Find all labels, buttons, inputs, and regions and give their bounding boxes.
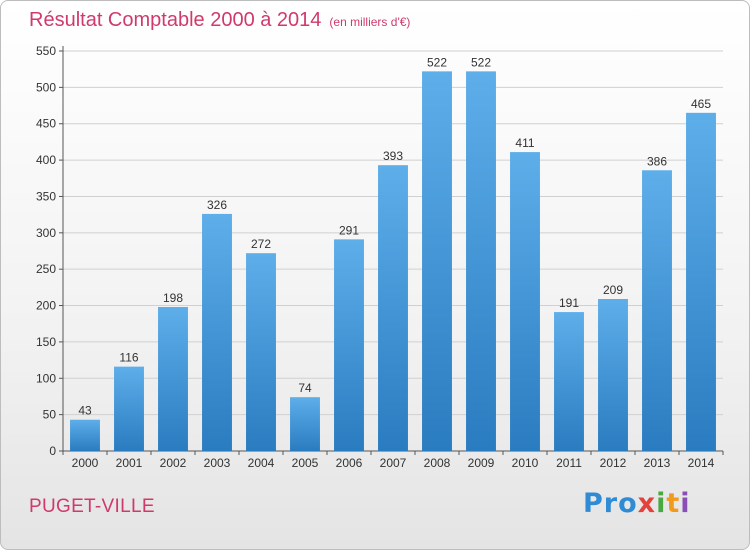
data-label: 522 (471, 55, 491, 69)
x-tick-label: 2007 (380, 456, 407, 470)
bar (290, 397, 320, 451)
x-axis-ticks: 2000 2001 2002 2003 2004 2005 2006 2007 2008 2009… (62, 451, 724, 470)
x-tick-label: 2014 (688, 456, 715, 470)
bar (158, 307, 188, 451)
data-labels: 43 116 198 326 272 74 291 393 522 522 411 191 209 386… (78, 55, 711, 417)
logo-part: t (666, 488, 681, 519)
data-label: 411 (515, 136, 534, 150)
x-tick-label: 2003 (204, 456, 231, 470)
logo-part: i (656, 488, 667, 519)
bar (510, 152, 540, 451)
y-tick-label: 100 (36, 371, 56, 385)
bar (334, 239, 364, 451)
y-tick-label: 550 (36, 44, 56, 58)
chart-title-text: Résultat Comptable 2000 à 2014 (29, 9, 322, 31)
x-tick-label: 2012 (600, 456, 627, 470)
bar (422, 71, 452, 451)
bar (686, 112, 716, 452)
y-tick-label: 0 (49, 444, 56, 458)
commune-name: PUGET-VILLE (29, 496, 155, 517)
logo-part: Pro (583, 488, 638, 519)
data-label: 465 (691, 97, 711, 111)
logo-part: i (680, 488, 691, 519)
x-tick-label: 2009 (468, 456, 495, 470)
x-tick-label: 2004 (248, 456, 275, 470)
chart-title: Résultat Comptable 2000 à 2014 (en millie… (29, 9, 410, 32)
bar (378, 165, 408, 451)
y-tick-label: 250 (36, 262, 56, 276)
x-tick-label: 2006 (336, 456, 363, 470)
x-tick-label: 2008 (424, 456, 451, 470)
x-tick-label: 2010 (512, 456, 539, 470)
bar (202, 213, 232, 451)
bar (598, 299, 628, 451)
bar (554, 312, 584, 451)
chart-subtitle: (en milliers d'€) (329, 15, 411, 29)
data-label: 393 (383, 149, 403, 163)
y-axis-ticks: 0 50 100 150 200 250 300 350 400 450 500 550 (36, 44, 63, 458)
data-label: 291 (339, 223, 359, 237)
y-tick-label: 150 (36, 335, 56, 349)
y-tick-label: 300 (36, 226, 56, 240)
logo-part: x (637, 488, 657, 519)
data-label: 116 (119, 351, 138, 365)
bars (70, 71, 716, 452)
bar (70, 419, 100, 451)
y-tick-label: 450 (36, 117, 56, 131)
x-tick-label: 2000 (72, 456, 99, 470)
x-tick-label: 2005 (292, 456, 319, 470)
y-tick-label: 500 (36, 80, 56, 94)
y-tick-label: 200 (36, 299, 56, 313)
x-tick-label: 2002 (160, 456, 187, 470)
data-label: 191 (559, 296, 579, 310)
y-tick-label: 400 (36, 153, 56, 167)
x-tick-label: 2001 (116, 456, 143, 470)
data-label: 74 (298, 381, 312, 395)
bar (114, 366, 144, 451)
data-label: 272 (251, 237, 271, 251)
data-label: 198 (163, 291, 183, 305)
bar (246, 253, 276, 451)
bar (642, 170, 672, 452)
data-label: 43 (78, 404, 92, 418)
data-label: 209 (603, 283, 623, 297)
x-tick-label: 2013 (644, 456, 671, 470)
x-tick-label: 2011 (556, 456, 582, 470)
data-label: 522 (427, 55, 447, 69)
bar (466, 71, 496, 451)
proxiti-logo: Proxiti (583, 488, 691, 519)
y-tick-label: 350 (36, 189, 56, 203)
y-tick-label: 50 (43, 408, 57, 422)
data-label: 326 (207, 198, 227, 212)
data-label: 386 (647, 154, 667, 168)
